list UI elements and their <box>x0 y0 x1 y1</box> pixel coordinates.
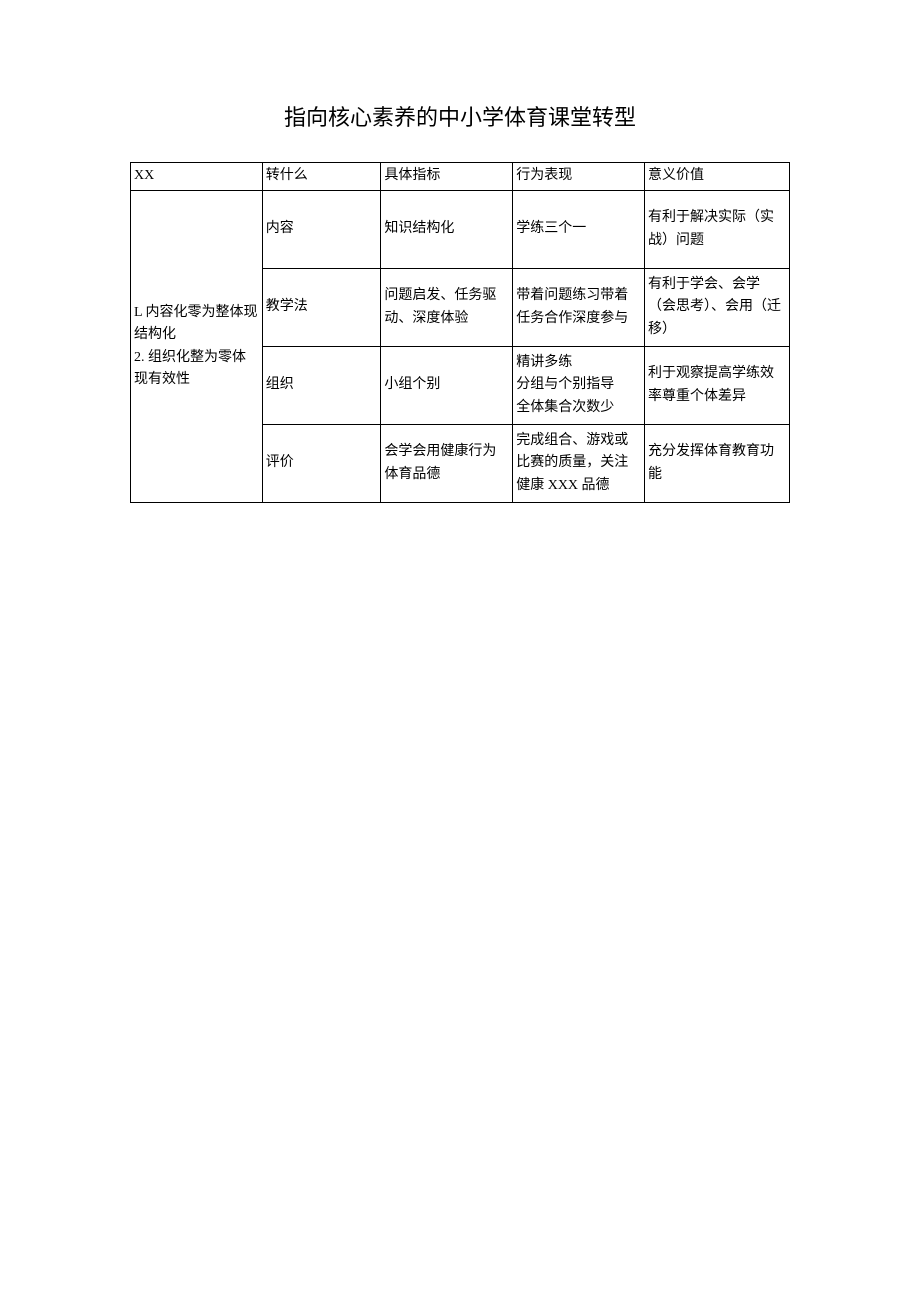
cell-teaching-indicator: 问题启发、任务驱动、深度体验 <box>381 269 513 347</box>
merged-category-cell: L 内容化零为整体现结构化2. 组织化整为零体现有效性 <box>131 191 263 503</box>
main-table: XX 转什么 具体指标 行为表现 意义价值 L 内容化零为整体现结构化2. 组织… <box>130 162 790 503</box>
header-cell-behavior: 行为表现 <box>513 163 645 191</box>
cell-eval-behavior: 完成组合、游戏或比赛的质量，关注健康 XXX 品德 <box>513 425 645 503</box>
table-row: L 内容化零为整体现结构化2. 组织化整为零体现有效性 内容 知识结构化 学练三… <box>131 191 790 269</box>
cell-teaching-label: 教学法 <box>262 269 381 347</box>
cell-content-behavior: 学练三个一 <box>513 191 645 269</box>
cell-org-value: 利于观察提高学练效率尊重个体差异 <box>645 347 790 425</box>
page-title: 指向核心素养的中小学体育课堂转型 <box>130 100 790 132</box>
cell-content-label: 内容 <box>262 191 381 269</box>
header-cell-value: 意义价值 <box>645 163 790 191</box>
header-cell-xx: XX <box>131 163 263 191</box>
cell-org-label: 组织 <box>262 347 381 425</box>
header-cell-indicator: 具体指标 <box>381 163 513 191</box>
header-cell-what: 转什么 <box>262 163 381 191</box>
cell-content-indicator: 知识结构化 <box>381 191 513 269</box>
table-header-row: XX 转什么 具体指标 行为表现 意义价值 <box>131 163 790 191</box>
cell-content-value: 有利于解决实际（实战）问题 <box>645 191 790 269</box>
cell-eval-label: 评价 <box>262 425 381 503</box>
cell-teaching-behavior: 带着问题练习带着任务合作深度参与 <box>513 269 645 347</box>
cell-org-behavior: 精讲多练分组与个别指导全体集合次数少 <box>513 347 645 425</box>
cell-teaching-value: 有利于学会、会学（会思考）、会用（迁移） <box>645 269 790 347</box>
cell-eval-indicator: 会学会用健康行为体育品德 <box>381 425 513 503</box>
cell-eval-value: 充分发挥体育教育功能 <box>645 425 790 503</box>
cell-org-indicator: 小组个别 <box>381 347 513 425</box>
